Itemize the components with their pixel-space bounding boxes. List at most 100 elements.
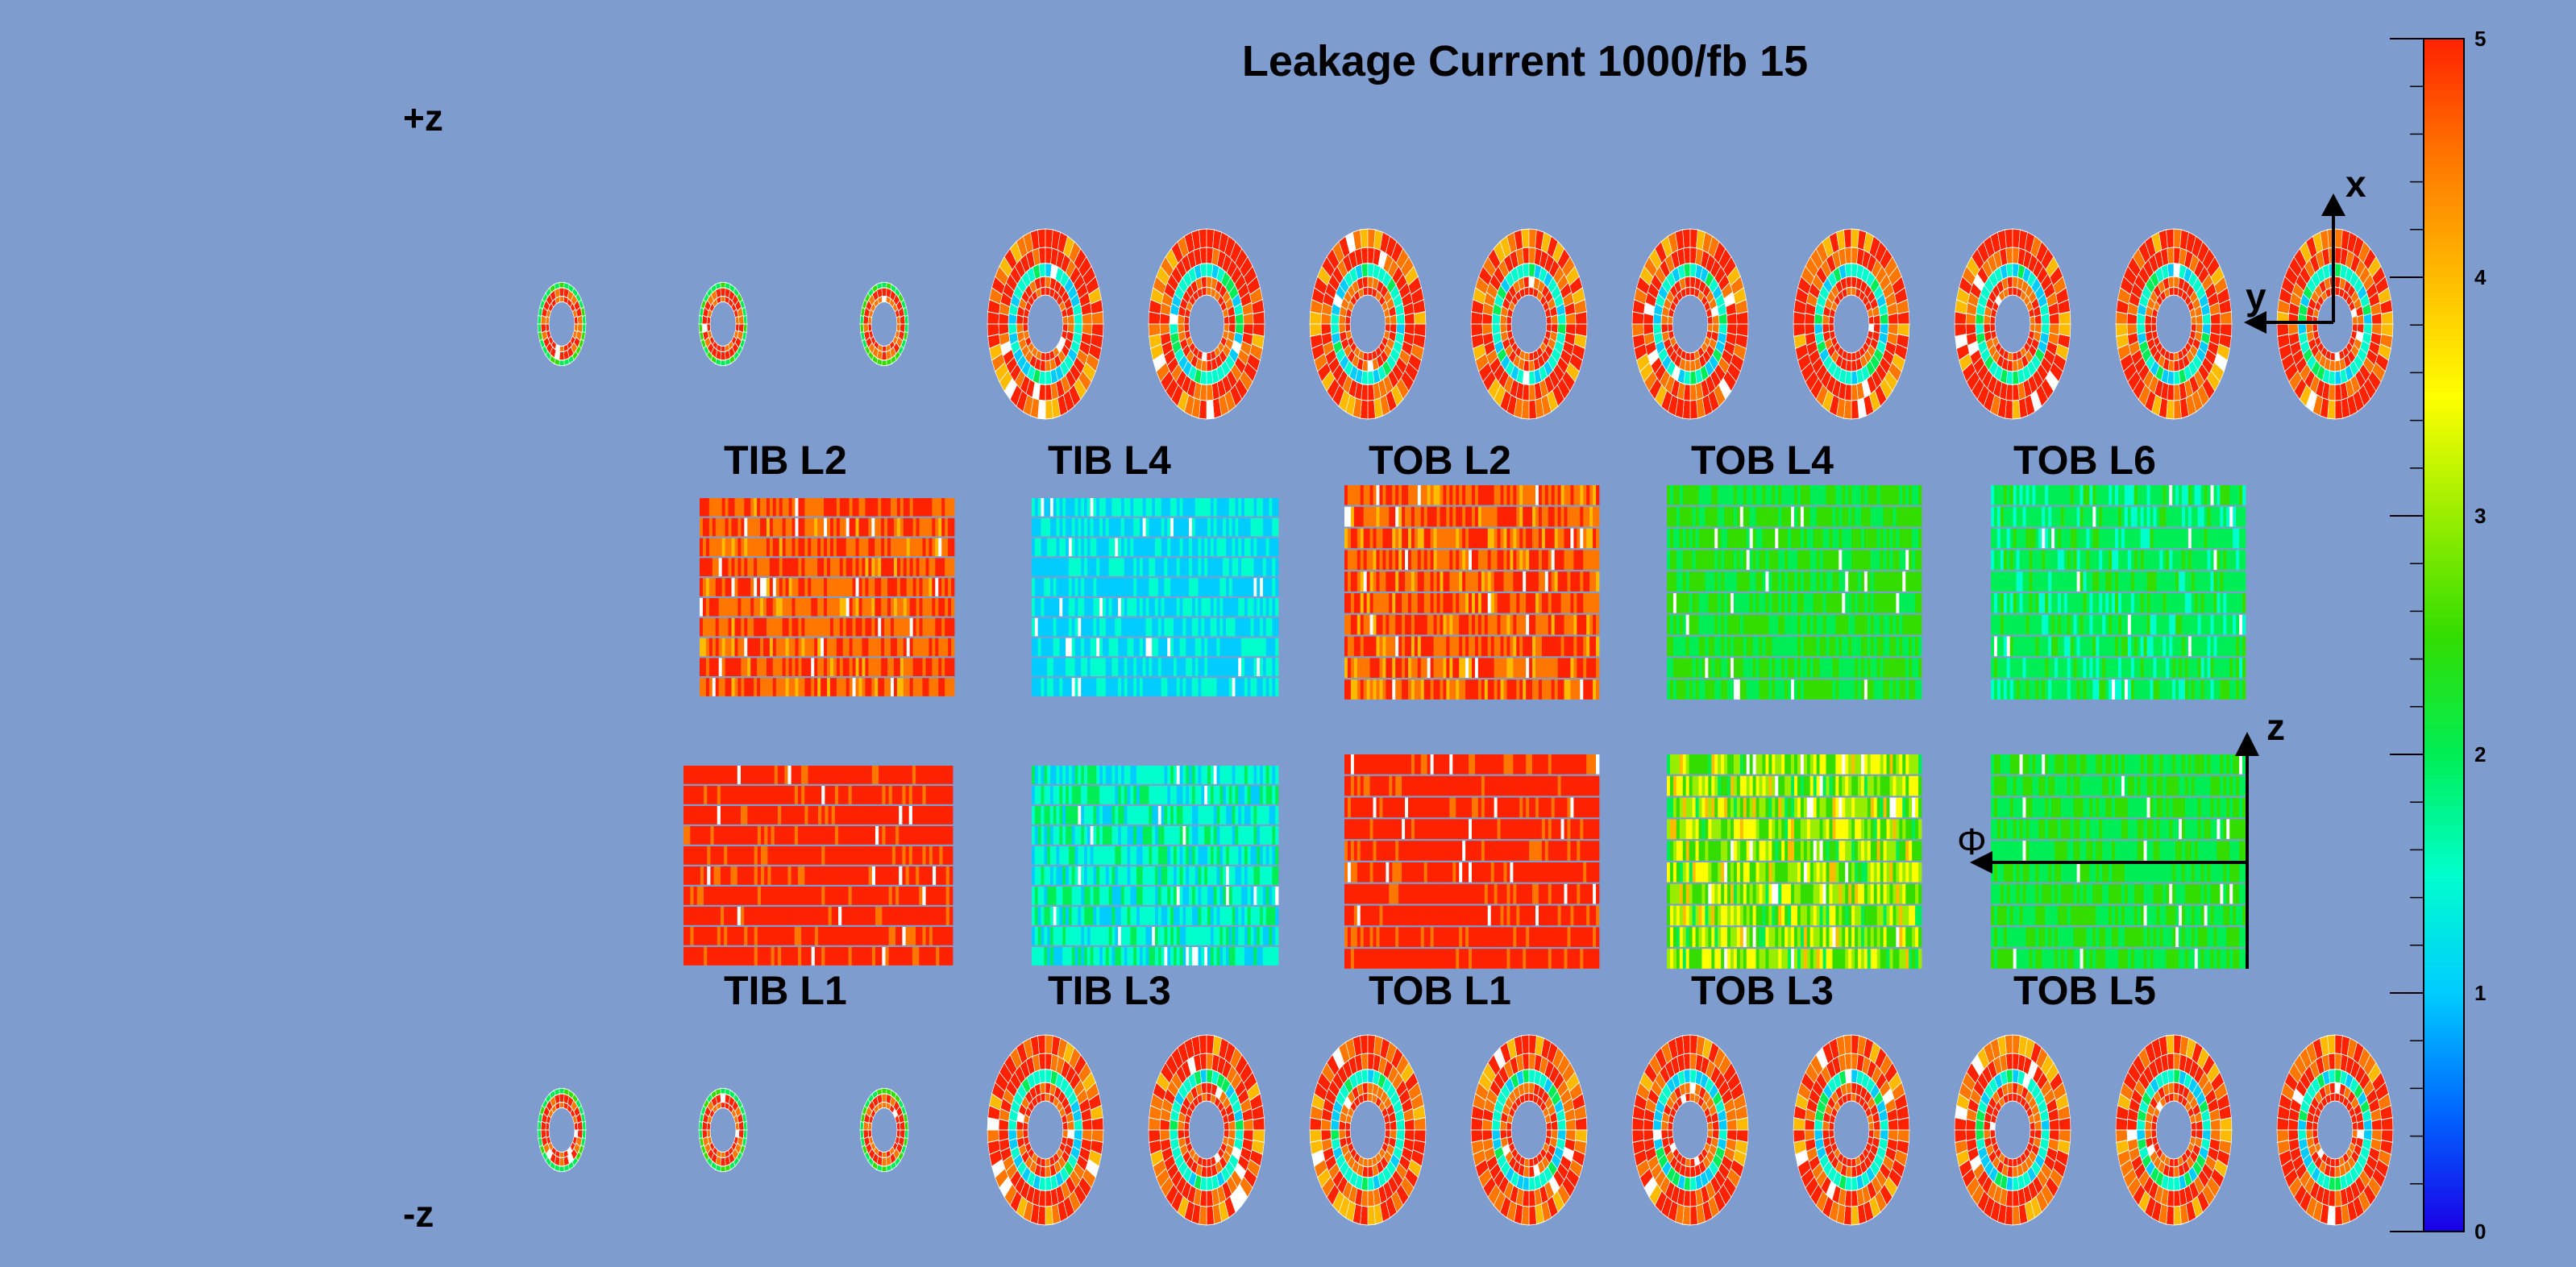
barrel-module [1219,538,1224,557]
disk-module [2276,1129,2289,1143]
barrel-module [1115,558,1119,576]
disk-module [1169,1129,1178,1141]
barrel-module [824,678,828,696]
disk-module [720,345,726,352]
barrel-module [801,498,805,517]
barrel-module [791,617,796,637]
barrel-module [891,598,895,617]
disk-module [1528,1176,1536,1191]
endcap-disk [1309,228,1427,420]
barrel-module [900,558,904,576]
disk-module [2012,1190,2020,1207]
disk-module [2210,312,2221,325]
barrel-module [906,498,911,517]
barrel-module [1241,498,1245,517]
barrel-module [887,558,891,576]
disk-module [1361,1069,1369,1084]
barrel-module [1253,538,1257,557]
barrel-module [725,558,729,576]
barrel-module [919,578,923,596]
barrel-module [881,658,885,676]
barrel-module [922,598,926,617]
barrel-module [1170,517,1174,537]
endcap-disk [1631,1034,1749,1226]
disk-module [881,1157,887,1167]
disk-module [1177,1129,1185,1140]
disk-module [1367,399,1376,420]
barrel-module [744,498,748,517]
barrel-module [734,578,738,596]
disk-module [2150,323,2157,333]
barrel-module [929,658,933,676]
disk-module [1414,311,1427,325]
barrel-module [750,538,754,557]
barrel-module [929,598,933,617]
disk-module [1522,1069,1530,1084]
barrel-module [1241,558,1245,576]
barrel-module [1034,538,1039,557]
barrel-module [862,638,866,657]
barrel-module [715,638,720,657]
barrel-module [785,598,789,617]
barrel-module [906,538,911,557]
disk-module [1667,1129,1673,1139]
disk-module [1565,1118,1577,1131]
barrel-module [846,538,850,557]
barrel-module [728,617,732,637]
barrel-module [935,578,939,596]
barrel-module [772,617,777,637]
disk-module [1206,1165,1213,1178]
barrel-module [896,517,901,537]
barrel-module [760,658,764,676]
barrel-module [700,598,704,617]
barrel-module [795,678,799,696]
barrel-module [1078,517,1082,537]
barrel-module [801,578,805,596]
barrel-module [846,498,850,517]
barrel-module [884,538,888,557]
disk-module [1828,1129,1834,1139]
disk-module [1008,323,1017,335]
barrel-module [846,638,850,657]
barrel-module [849,617,853,637]
disk-module [720,281,726,289]
barrel-module [827,638,831,657]
barrel-module [1210,498,1215,517]
barrel-module [1216,498,1220,517]
chart-title: Leakage Current 1000/fb 15 [1242,37,1808,85]
barrel-module [772,558,777,576]
barrel-module [782,558,787,576]
disk-module [881,296,887,303]
barrel-module [808,538,812,557]
barrel-module [827,517,831,537]
barrel-module [1223,538,1227,557]
barrel-module [718,617,723,637]
barrel-module [750,678,754,696]
disk-module [1199,247,1207,264]
barrel-module [842,617,847,637]
barrel-module [855,498,859,517]
barrel-module [1232,517,1236,537]
barrel-module [909,678,914,696]
barrel-module [941,598,945,617]
disk-module [2005,228,2013,249]
barrel-module [734,498,738,517]
barrel-module [855,658,859,676]
barrel-module [836,538,841,557]
barrel-module [891,558,895,576]
barrel-module [871,598,875,617]
disk-module [896,315,901,325]
barrel-module [798,598,802,617]
barrel-module [801,598,805,617]
barrel-module [782,658,787,676]
disk-module [1206,351,1212,362]
barrel-module [941,678,945,696]
barrel-module [1232,498,1236,517]
barrel-module [871,538,875,557]
barrel-module [829,598,834,617]
disk-module [1206,399,1215,420]
barrel-module [945,538,949,557]
barrel-module [906,598,911,617]
barrel-module [757,678,761,696]
barrel-module [1139,538,1144,557]
